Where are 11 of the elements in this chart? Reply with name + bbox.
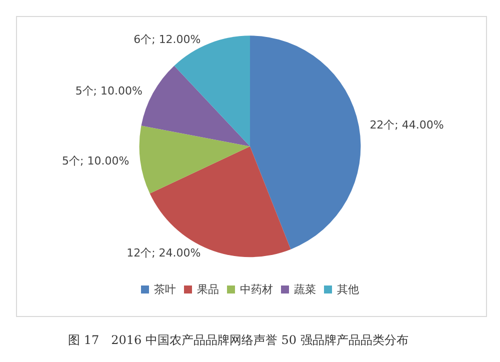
legend-label: 果品 — [197, 283, 219, 296]
legend-label: 中药材 — [240, 283, 273, 296]
legend-label: 茶叶 — [154, 283, 176, 296]
data-label: 12个; 24.00% — [126, 246, 201, 260]
caption: 图 17 2016 中国农产品品牌网络声誉 50 强品牌产品品类分布 — [68, 333, 408, 347]
legend-label: 其他 — [337, 283, 359, 296]
legend-label: 蔬菜 — [294, 283, 316, 296]
data-label: 5个; 10.00% — [62, 154, 130, 168]
data-label: 22个; 44.00% — [370, 118, 444, 132]
data-label: 5个; 10.00% — [75, 84, 142, 98]
data-label: 6个; 12.00% — [134, 33, 201, 46]
